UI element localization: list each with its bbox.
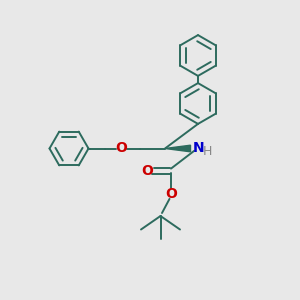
Polygon shape xyxy=(165,145,190,152)
Text: N: N xyxy=(193,142,205,155)
Text: O: O xyxy=(141,164,153,178)
Text: O: O xyxy=(165,187,177,200)
Text: O: O xyxy=(116,142,128,155)
Text: H: H xyxy=(203,145,212,158)
